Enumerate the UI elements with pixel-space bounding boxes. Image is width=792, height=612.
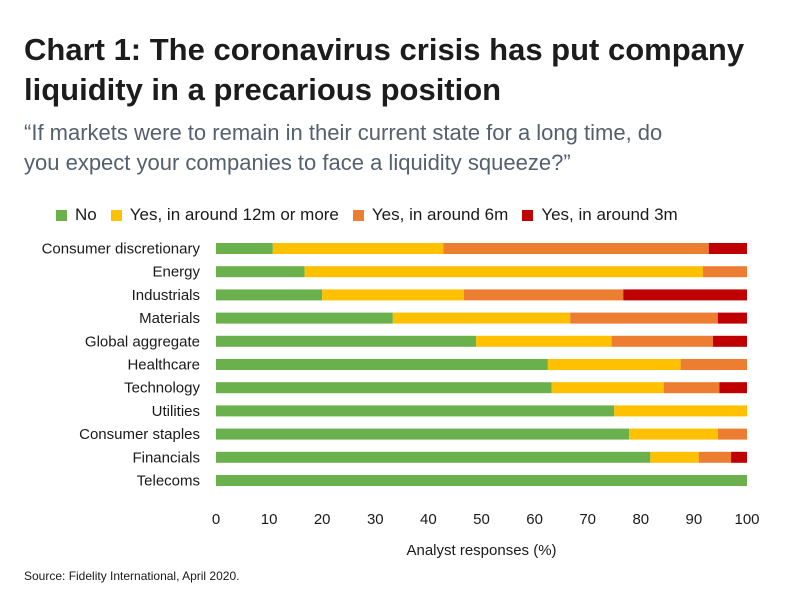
category-label: Telecoms	[137, 473, 200, 490]
chart-title-line-1: Chart 1: The coronavirus crisis has put …	[24, 32, 745, 67]
chart-subtitle-line-2: you expect your companies to face a liqu…	[24, 150, 571, 175]
bar-segment-yes-in-around-12m-or-more	[650, 451, 699, 463]
bar-segment-no	[216, 382, 552, 394]
x-tick-label: 10	[261, 511, 278, 528]
chart-subtitle-line-1: “If markets were to remain in their curr…	[24, 120, 663, 145]
chart-legend: No Yes, in around 12m or more Yes, in arou…	[56, 205, 692, 225]
category-label: Industrials	[132, 287, 200, 304]
bar-segment-no	[216, 475, 747, 486]
category-label: Utilities	[152, 403, 200, 420]
bar-segment-yes-in-around-3m	[708, 243, 747, 254]
bar-segment-yes-in-around-6m	[702, 266, 747, 278]
legend-swatch	[522, 209, 534, 221]
legend-item-yes-in-around-6m: Yes, in around 6m	[352, 205, 509, 225]
bar-segment-yes-in-around-6m	[680, 359, 747, 370]
bar-segment-yes-in-around-3m	[717, 312, 747, 324]
bar-segment-no	[216, 359, 548, 370]
legend-item-yes-in-around-12m-or-more: Yes, in around 12m or more	[110, 205, 339, 225]
bar-segment-no	[216, 451, 651, 463]
category-label: Consumer staples	[79, 426, 200, 443]
x-tick-label: 40	[420, 511, 437, 528]
x-axis-label: Analyst responses (%)	[406, 542, 556, 559]
bar-segment-yes-in-around-6m	[611, 335, 714, 347]
legend-label: Yes, in around 3m	[541, 205, 678, 224]
x-tick-label: 80	[632, 511, 649, 528]
bar-segment-yes-in-around-6m	[663, 382, 720, 394]
legend-item-yes-in-around-3m: Yes, in around 3m	[522, 205, 678, 225]
bar-segment-yes-in-around-6m	[717, 428, 747, 440]
bar-segment-yes-in-around-12m-or-more	[614, 405, 747, 417]
bar-segment-no	[216, 335, 477, 347]
bar-segment-no	[216, 289, 323, 301]
x-tick-label: 50	[473, 511, 490, 528]
bar-segment-no	[216, 243, 273, 254]
bar-segment-yes-in-around-12m-or-more	[392, 312, 571, 324]
bar-segment-yes-in-around-3m	[713, 335, 747, 347]
bar-segment-yes-in-around-3m	[623, 289, 747, 301]
category-label: Materials	[139, 310, 200, 327]
bar-segment-yes-in-around-12m-or-more	[629, 428, 718, 440]
bar-segment-yes-in-around-12m-or-more	[551, 382, 664, 394]
bar-segment-yes-in-around-12m-or-more	[272, 243, 444, 254]
category-label: Consumer discretionary	[42, 241, 201, 258]
bar-segment-no	[216, 266, 305, 278]
chart-title: Chart 1: The coronavirus crisis has put …	[24, 30, 774, 110]
x-tick-label: 100	[734, 511, 759, 528]
bar-segment-yes-in-around-6m	[570, 312, 718, 324]
legend-swatch	[110, 209, 122, 221]
x-tick-label: 70	[579, 511, 596, 528]
bar-segment-yes-in-around-6m	[463, 289, 624, 301]
x-tick-label: 0	[212, 511, 220, 528]
bar-segment-yes-in-around-3m	[731, 451, 747, 463]
legend-swatch	[56, 209, 67, 221]
bar-segment-yes-in-around-12m-or-more	[304, 266, 703, 278]
bar-segment-yes-in-around-6m	[698, 451, 732, 463]
legend-label: Yes, in around 12m or more	[129, 205, 339, 224]
legend-item-no: No	[56, 205, 97, 225]
x-tick-label: 60	[526, 511, 543, 528]
bar-segment-yes-in-around-12m-or-more	[547, 359, 681, 370]
category-label: Healthcare	[127, 357, 200, 374]
bar-segment-yes-in-around-6m	[443, 243, 709, 254]
bar-segment-yes-in-around-12m-or-more	[322, 289, 464, 301]
bar-segment-yes-in-around-3m	[719, 382, 747, 394]
category-label: Technology	[124, 380, 200, 397]
bar-segment-yes-in-around-12m-or-more	[476, 335, 612, 347]
bar-segment-no	[216, 428, 630, 440]
legend-label: No	[75, 205, 97, 224]
legend-label: Yes, in around 6m	[371, 205, 509, 224]
category-label: Global aggregate	[85, 333, 200, 350]
legend-swatch	[352, 209, 364, 221]
x-tick-label: 20	[314, 511, 331, 528]
bar-segment-no	[216, 312, 393, 324]
category-label: Financials	[132, 449, 200, 466]
chart-title-line-2: liquidity in a precarious position	[24, 72, 502, 107]
source-note: Source: Fidelity International, April 20…	[24, 569, 240, 583]
stacked-bar-chart: Consumer discretionary Energy Industrials M…	[42, 241, 760, 560]
x-tick-label: 90	[686, 511, 703, 528]
x-tick-label: 30	[367, 511, 384, 528]
bar-segment-no	[216, 405, 615, 417]
category-label: Energy	[152, 264, 200, 281]
chart-subtitle: “If markets were to remain in their curr…	[24, 118, 784, 178]
